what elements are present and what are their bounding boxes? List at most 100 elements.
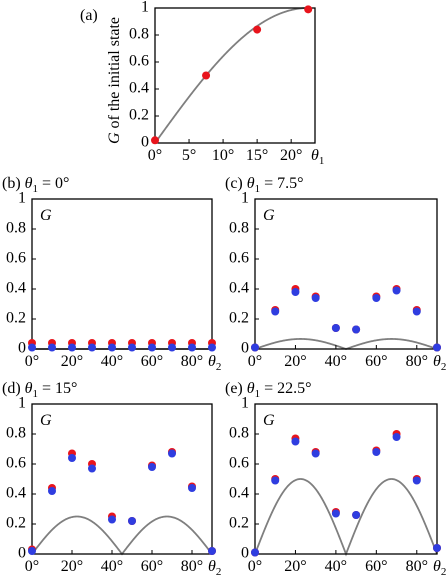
axes-frame [254,403,438,555]
theory-curve [31,515,213,556]
y-tick-label: 0.2 [6,515,26,532]
theory-curve [154,7,308,144]
data-point-blue [188,484,196,492]
x-tick-label: 40° [325,353,347,370]
data-point-blue [148,343,156,352]
data-point-blue [28,343,36,352]
data-point-blue [412,476,421,485]
y-tick-label: 0.2 [129,107,149,124]
y-tick-label: 0 [18,545,26,562]
data-point-blue [392,286,401,295]
panel-title: (b) θ1 = 0° [2,175,69,195]
x-tick-label: 0° [148,147,162,164]
data-point-red [202,71,211,80]
x-tick-label: 40° [101,353,123,370]
y-tick-label: 0.4 [229,485,249,502]
x-tick-label: 0° [25,558,39,575]
panel-e: 0 0.2 0.4 0.6 0.8 1 0° 20° 40° 60° 80° θ2 (e) θ1 = 2… [225,380,446,575]
data-point-blue [433,544,441,552]
inner-g-label: G [40,207,52,224]
data-point-blue [392,433,401,441]
x-tick-label: 80° [181,558,203,575]
data-point-blue [372,294,381,302]
data-point-blue [88,343,96,352]
theory-curve [254,478,438,557]
x-axis-label: θ1 [311,147,324,167]
data-point-blue [251,343,259,352]
data-point-blue [68,454,76,462]
data-point-red [304,5,313,14]
y-tick-label: 1 [241,395,249,412]
y-tick-label: 1 [141,0,149,16]
data-point-blue [188,343,196,352]
y-tick-label: 0.8 [129,26,149,43]
x-tick-label: 0° [248,558,262,575]
x-tick-label: 10° [212,147,234,164]
y-tick-label: 0.6 [6,250,26,267]
axes-frame [254,198,438,350]
axes-frame [31,198,213,350]
x-tick-label: 60° [365,353,387,370]
y-tick-label: 0 [141,134,149,151]
data-point-blue [128,517,136,525]
data-point-blue [108,343,116,352]
panel-d: 0 0.2 0.4 0.6 0.8 1 0° 20° 40° 60° 80° θ2 (d) θ1 = 1… [2,380,221,575]
inner-g-label: G [263,412,275,429]
panel-c: 0 0.2 0.4 0.6 0.8 1 0° 20° 40° 60° 80° θ2 (c) θ1 = 7… [225,175,446,373]
data-point-blue [311,449,320,458]
data-point-blue [271,307,280,316]
x-tick-label: 40° [325,558,347,575]
panel-title: (d) θ1 = 15° [2,380,77,400]
x-tick-label: 60° [365,558,387,575]
y-tick-label: 0.2 [6,310,26,327]
data-point-blue [168,343,176,352]
data-point-blue [48,487,56,495]
x-tick-label: 0° [248,353,262,370]
y-tick-label: 1 [241,190,249,207]
x-tick-label: 80° [406,558,428,575]
y-tick-label: 0.8 [229,425,249,442]
data-point-red [253,25,262,34]
x-tick-label: 15° [246,147,268,164]
y-tick-label: 0.8 [6,425,26,442]
theory-curve [254,338,438,350]
data-point-blue [251,548,259,557]
data-point-blue [148,463,156,471]
data-point-blue [352,511,361,519]
y-tick-label: 0.8 [229,220,249,237]
panel-title: (e) θ1 = 22.5° [225,380,312,400]
y-tick-label: 0.6 [6,455,26,472]
x-tick-label: 20° [284,353,306,370]
x-tick-label: 60° [141,353,163,370]
panel-a: 00.20.40.60.810° 5° 10° 15° 20° θ1(a)G of the… [80,0,324,167]
x-axis-label: θ2 [208,558,221,575]
y-tick-label: 0.8 [6,220,26,237]
x-tick-label: 80° [406,353,428,370]
y-tick-label: 0.4 [6,485,26,502]
y-tick-label: 0.2 [229,310,249,327]
data-point-blue [291,288,300,296]
data-point-blue [331,509,340,518]
panel-title: (c) θ1 = 7.5° [225,175,304,195]
data-point-blue [372,448,381,456]
data-point-red [151,136,159,145]
data-point-blue [208,547,216,555]
y-tick-label: 0.4 [229,280,249,297]
x-tick-label: 40° [101,558,123,575]
x-axis-label: θ2 [433,558,446,575]
x-tick-label: 0° [25,353,39,370]
data-point-blue [331,324,340,332]
y-tick-label: 1 [18,395,26,412]
data-point-blue [311,294,320,302]
x-tick-label: 60° [141,558,163,575]
y-tick-label: 0.2 [229,515,249,532]
data-point-blue [128,343,136,352]
data-point-blue [108,515,116,524]
y-tick-label: 0.6 [129,53,149,70]
x-tick-label: 20° [284,558,306,575]
y-tick-label: 0 [18,340,26,357]
data-point-blue [412,307,421,316]
panel-b: 0 0.2 0.4 0.6 0.8 1 0° 20° 40° 60° 80° θ2 (b) θ1 = 0… [2,175,221,373]
x-tick-label: 20° [280,147,302,164]
